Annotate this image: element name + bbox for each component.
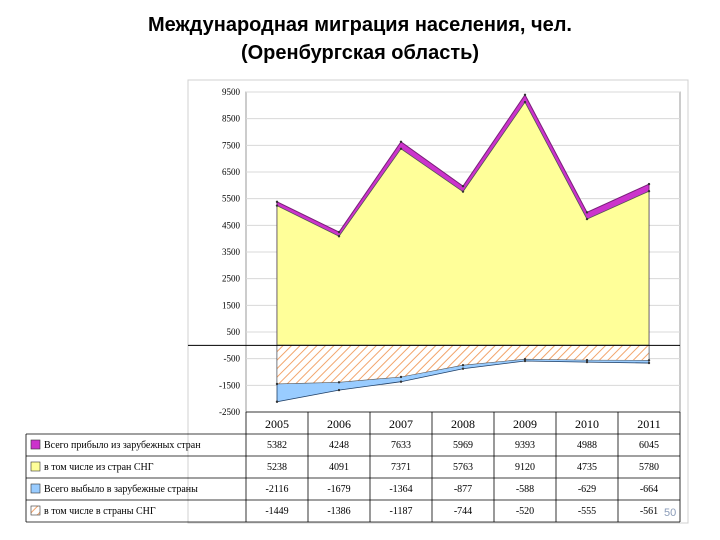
data-table-value: 5780: [639, 462, 659, 473]
y-tick-label: -1500: [219, 380, 240, 390]
data-table-value: -664: [640, 484, 658, 495]
data-table-value: -1679: [327, 484, 350, 495]
chart-title-line2: (Оренбургская область): [240, 42, 480, 64]
legend-swatch: [30, 439, 41, 450]
data-table-value: 5238: [267, 462, 287, 473]
y-tick-label: 1500: [222, 300, 241, 310]
data-point: [585, 360, 589, 364]
legend-label: Всего прибыло из зарубежных стран: [44, 440, 201, 451]
y-tick-label: 5500: [222, 194, 241, 204]
y-tick-label: -2500: [219, 407, 240, 417]
x-category-label: 2005: [265, 417, 289, 431]
data-point: [275, 382, 279, 386]
x-category-label: 2007: [389, 417, 413, 431]
data-table-value: 5969: [453, 440, 473, 451]
y-tick-label: 4500: [222, 220, 241, 230]
series-arrivals-cis-area: [276, 101, 650, 346]
data-point: [399, 140, 403, 143]
data-table-value: 7633: [391, 440, 411, 451]
data-point: [337, 381, 341, 384]
x-category-label: 2011: [637, 417, 661, 431]
legend-label: в том числе из стран СНГ: [44, 462, 154, 473]
data-table-value: -744: [454, 506, 472, 517]
data-table-value: 6045: [639, 440, 659, 451]
data-table-value: -877: [454, 484, 472, 495]
data-table-value: -1187: [390, 506, 413, 517]
data-point: [523, 358, 527, 361]
y-tick-label: 9500: [222, 87, 241, 97]
data-point: [337, 388, 341, 392]
data-point: [523, 100, 527, 104]
data-table-value: -1386: [327, 506, 350, 517]
data-point: [647, 359, 651, 362]
data-point: [461, 363, 465, 367]
data-point: [647, 190, 651, 193]
data-table-value: 9393: [515, 440, 535, 451]
data-table-value: -588: [516, 484, 534, 495]
data-point: [275, 400, 279, 403]
data-point: [275, 200, 279, 204]
data-table-value: 9120: [515, 462, 535, 473]
data-point: [337, 230, 341, 234]
page-number: 50: [664, 507, 677, 519]
data-point: [399, 380, 403, 383]
data-point: [585, 211, 589, 214]
y-tick-label: 8500: [222, 114, 241, 124]
data-table-value: 4735: [577, 462, 597, 473]
data-table-value: 4091: [329, 462, 349, 473]
data-point: [461, 367, 465, 370]
y-tick-label: -500: [224, 354, 241, 364]
data-table-value: -2116: [266, 484, 289, 495]
x-category-label: 2009: [513, 417, 537, 431]
y-tick-label: 6500: [222, 167, 241, 177]
legend-swatch: [30, 461, 41, 472]
data-point: [647, 182, 651, 186]
data-point: [399, 375, 403, 379]
x-category-label: 2006: [327, 417, 351, 431]
data-table-value: 4988: [577, 440, 597, 451]
data-point: [523, 93, 527, 97]
legend-label: в том числе в страны СНГ: [44, 506, 156, 517]
legend-swatch: [30, 505, 41, 516]
data-table-value: -520: [516, 506, 534, 517]
data-table-value: -555: [578, 506, 596, 517]
data-point: [337, 235, 341, 238]
y-tick-label: 7500: [222, 140, 241, 150]
data-point: [585, 217, 589, 221]
data-table-value: -1364: [389, 484, 412, 495]
legend-label: Всего выбыло в зарубежные страны: [44, 484, 198, 495]
data-point: [275, 204, 279, 207]
y-tick-label: 3500: [222, 247, 241, 257]
legend-swatch: [30, 483, 41, 494]
y-tick-label: 2500: [222, 274, 241, 284]
data-point: [647, 361, 651, 365]
data-point: [399, 147, 403, 150]
data-point: [461, 190, 465, 193]
data-table-value: 5382: [267, 440, 287, 451]
data-table-value: 4248: [329, 440, 349, 451]
data-table-value: 5763: [453, 462, 473, 473]
y-tick-label: 500: [227, 327, 241, 337]
data-point: [523, 359, 527, 363]
chart-title-line1: Международная миграция населения, чел.: [147, 14, 572, 36]
x-category-label: 2008: [451, 417, 475, 431]
data-table-value: -1449: [265, 506, 288, 517]
data-point: [585, 358, 589, 362]
data-table-value: -629: [578, 484, 596, 495]
data-point: [461, 184, 465, 188]
data-table-value: -561: [640, 506, 658, 517]
data-table-value: 7371: [391, 462, 411, 473]
x-category-label: 2010: [575, 417, 599, 431]
